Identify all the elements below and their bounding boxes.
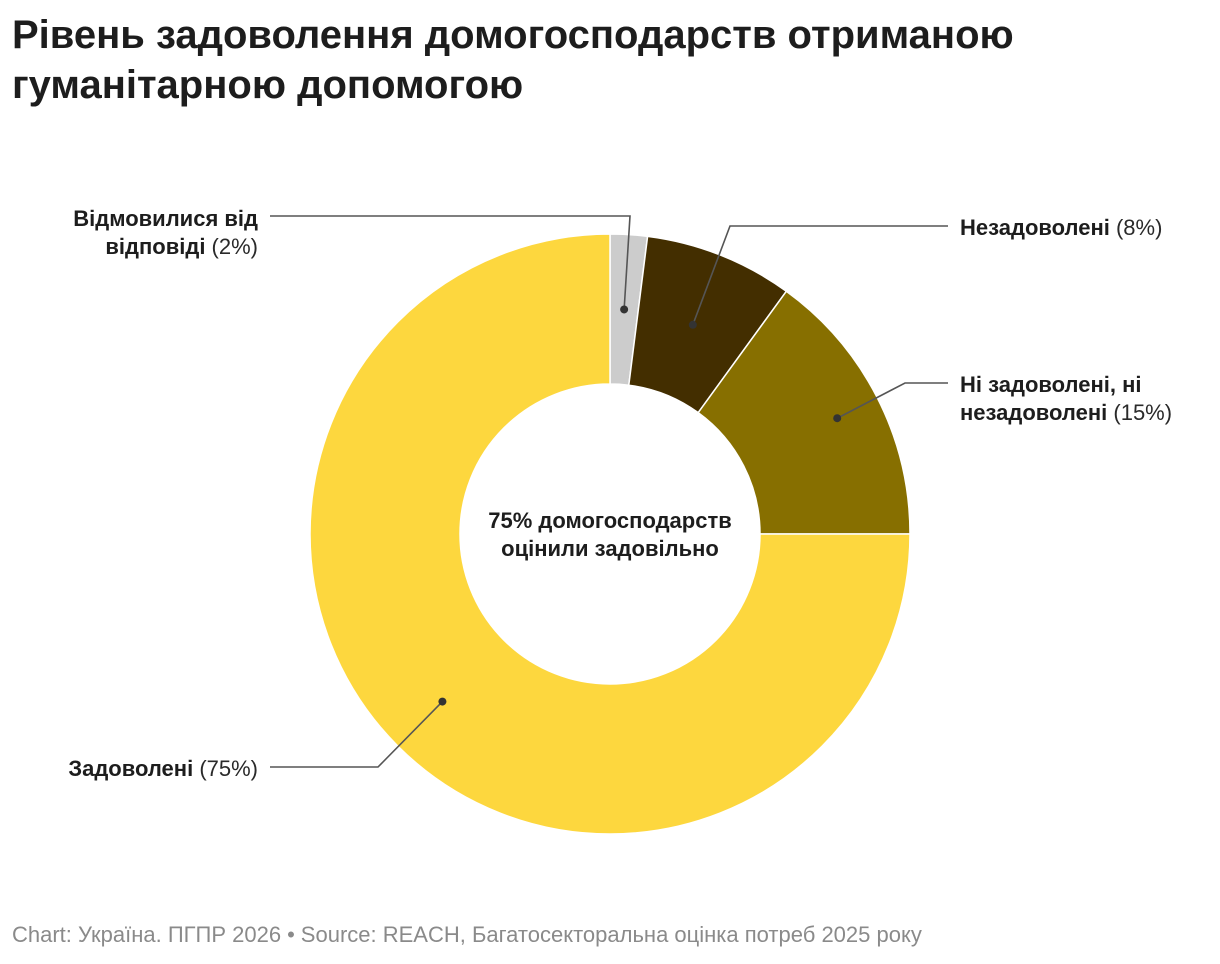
- slice-label-незадоволені: Незадоволені (8%): [960, 215, 1162, 240]
- chart-credit: Chart: Україна. ПГПР 2026: [12, 922, 282, 947]
- slice-ні-задоволені-ні-незадоволені: [697, 290, 911, 535]
- leader-line: [692, 225, 948, 326]
- leader-dot: [438, 697, 447, 706]
- footer-separator: •: [287, 922, 295, 947]
- slice-задоволені: [309, 233, 911, 835]
- slice-label-відмовилися-від-відповіді: Відмовилися від відповіді (2%): [73, 206, 258, 259]
- leader-dot: [833, 414, 842, 423]
- leader-dot: [688, 320, 697, 329]
- chart-footer: Chart: Україна. ПГПР 2026 • Source: REACH,…: [12, 920, 922, 950]
- slice-label-задоволені: Задоволені (75%): [68, 756, 258, 781]
- center-label: 75% домогосподарств оцінили задовільно: [488, 508, 732, 561]
- chart-source: Source: REACH, Багатосекторальна оцінка …: [300, 922, 922, 947]
- chart-title: Рівень задоволення домогосподарств отрим…: [12, 13, 1014, 107]
- leader-line: [270, 701, 443, 768]
- leader-line: [270, 215, 631, 310]
- slice-label-ні-задоволені-ні-незадоволені: Ні задоволені, ні незадоволені (15%): [960, 372, 1172, 425]
- leader-dot: [620, 305, 629, 314]
- leader-line: [836, 382, 948, 419]
